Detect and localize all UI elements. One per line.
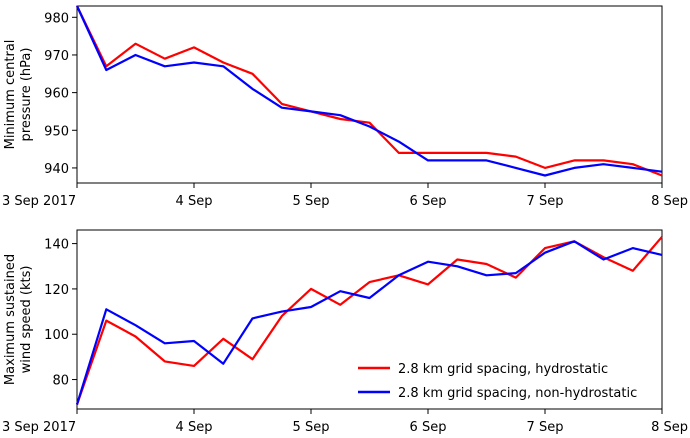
legend: 2.8 km grid spacing, hydrostatic 2.8 km g… — [358, 362, 637, 401]
wind-hydrostatic-line — [75, 236, 663, 405]
pressure-non-hydrostatic-line — [75, 5, 663, 177]
pressure-x-tick-label: 4 Sep — [176, 194, 213, 209]
wind-speed-panel: 3 Sep 2017 4 Sep 5 Sep 6 Sep 7 Sep 8 Sep 80 100… — [2, 229, 688, 435]
wind-y-tick-label: 80 — [52, 374, 69, 389]
pressure-x-tick-label: 8 Sep — [651, 194, 688, 209]
pressure-panel: 3 Sep 2017 4 Sep 5 Sep 6 Sep 7 Sep 8 Sep 940 95… — [2, 5, 688, 209]
wind-y-tick-label: 120 — [44, 283, 69, 298]
wind-y-tick-label: 140 — [44, 238, 69, 253]
wind-x-tick-label: 7 Sep — [527, 420, 564, 435]
pressure-y-axis-title: pressure (hPa) — [19, 48, 34, 142]
pressure-x-tick-label: 7 Sep — [527, 194, 564, 209]
wind-y-axis-title: wind speed (kts) — [19, 266, 34, 374]
wind-plot-frame — [76, 229, 663, 410]
wind-x-tick-label: 4 Sep — [176, 420, 213, 435]
pressure-y-tick-label: 950 — [44, 124, 69, 139]
pressure-x-tick-label: 5 Sep — [293, 194, 330, 209]
wind-non-hydrostatic-line — [75, 240, 663, 405]
wind-x-tick-label: 8 Sep — [651, 420, 688, 435]
legend-label-non-hydrostatic: 2.8 km grid spacing, non-hydrostatic — [398, 386, 637, 401]
pressure-y-tick-label: 970 — [44, 49, 69, 64]
wind-x-tick-label: 5 Sep — [293, 420, 330, 435]
pressure-plot-frame — [76, 5, 663, 184]
legend-label-hydrostatic: 2.8 km grid spacing, hydrostatic — [398, 362, 608, 377]
pressure-y-axis-title: Minimum central — [3, 40, 18, 150]
pressure-y-tick-label: 960 — [44, 87, 69, 102]
wind-x-tick-label: 3 Sep 2017 — [2, 420, 76, 435]
pressure-x-tick-label: 3 Sep 2017 — [2, 194, 76, 209]
wind-x-tick-label: 6 Sep — [410, 420, 447, 435]
wind-y-tick-label: 100 — [44, 328, 69, 343]
pressure-hydrostatic-line — [76, 5, 663, 177]
pressure-x-tick-label: 6 Sep — [410, 194, 447, 209]
pressure-y-tick-label: 940 — [44, 162, 69, 177]
wind-y-axis-title: Maximum sustained — [3, 254, 18, 385]
pressure-y-tick-label: 980 — [44, 11, 69, 26]
